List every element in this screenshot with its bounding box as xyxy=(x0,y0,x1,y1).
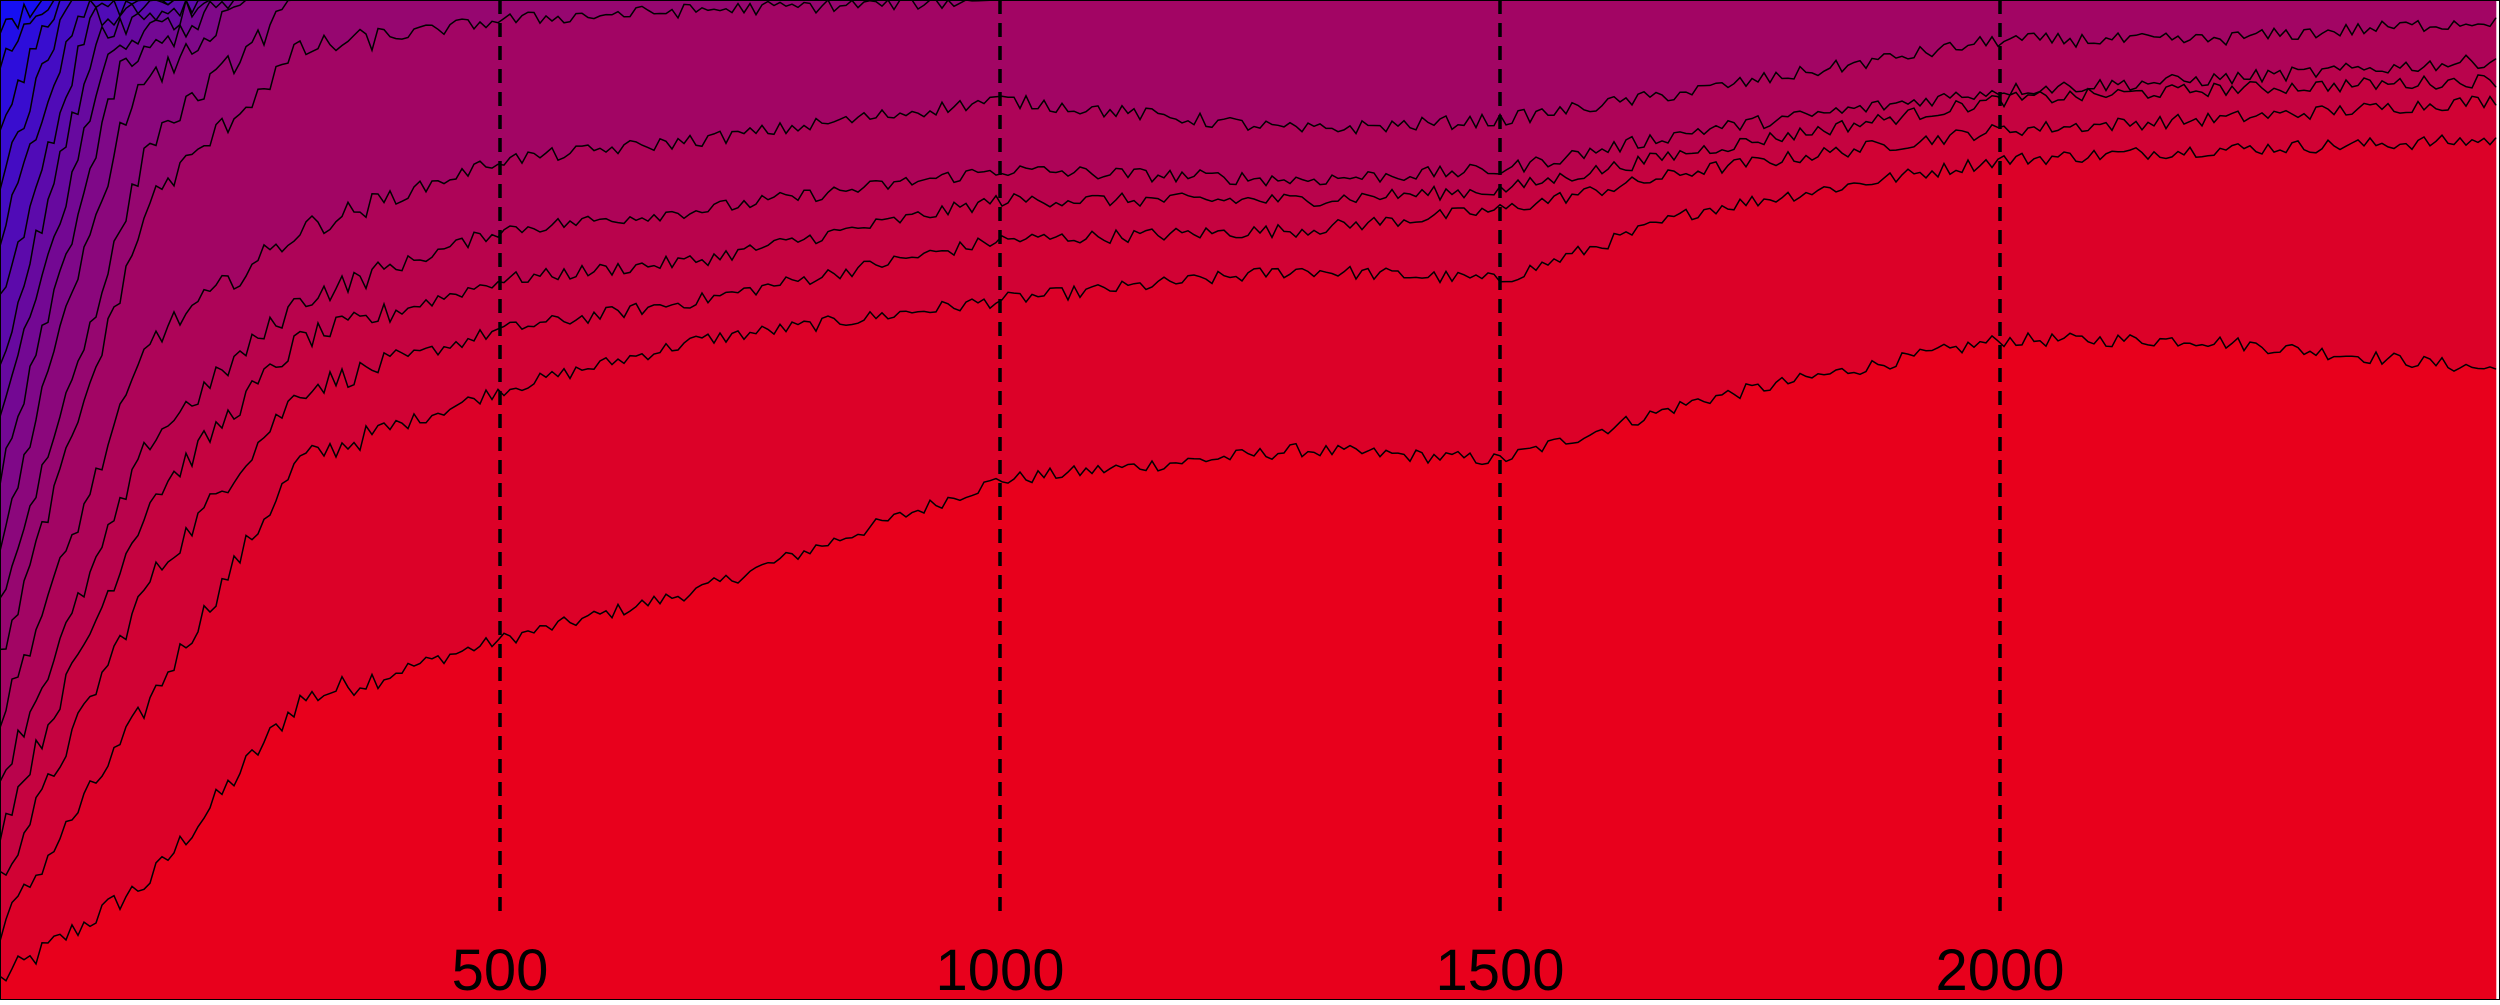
x-tick-label-500: 500 xyxy=(452,938,549,1000)
boundary-lines-layer xyxy=(0,0,2497,982)
band-boundary-line-4 xyxy=(0,54,2497,782)
x-tick-label-1000: 1000 xyxy=(935,938,1064,1000)
x-tick-label-1500: 1500 xyxy=(1435,938,1564,1000)
band-boundary-line-1 xyxy=(0,134,2497,942)
band-boundary-line-6 xyxy=(0,0,2496,651)
x-tick-labels-layer: 500 1000 1500 2000 xyxy=(452,938,2065,1003)
band-boundary-line-5 xyxy=(0,17,2497,728)
band-boundary-line-2 xyxy=(0,95,2497,877)
band-boundary-line-3 xyxy=(0,74,2497,842)
band-boundary-line-0 xyxy=(0,331,2497,982)
x-tick-label-2000: 2000 xyxy=(1935,938,2064,1000)
reference-lines-layer xyxy=(498,0,2002,920)
